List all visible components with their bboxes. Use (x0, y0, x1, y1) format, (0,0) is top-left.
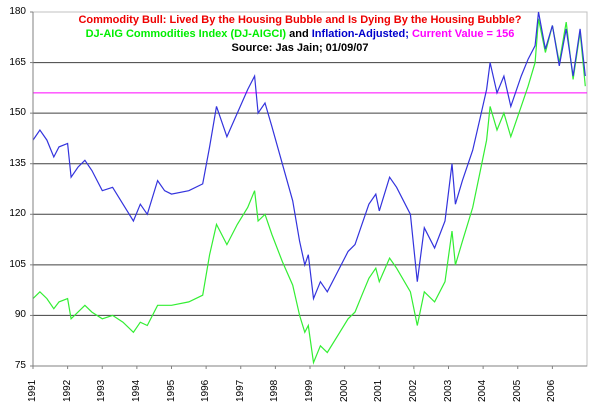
chart-source: Source: Jas Jain; 01/09/07 (231, 42, 369, 54)
x-tick-label: 2005 (511, 379, 523, 402)
y-tick-label: 180 (9, 6, 26, 17)
x-tick-label: 1995 (165, 379, 177, 402)
gridlines (32, 11, 588, 367)
series-line-dj-aigci (32, 11, 586, 301)
chart-title: Commodity Bull: Lived By the Housing Bub… (78, 14, 522, 26)
subtitle-part: and (286, 28, 312, 40)
x-tick-label: 1998 (269, 379, 281, 402)
x-tick-label: 2003 (442, 379, 454, 402)
x-tick-label: 1991 (27, 379, 38, 402)
y-tick-label: 120 (9, 208, 26, 220)
x-tick-label: 1999 (304, 379, 315, 402)
x-tick-label: 2001 (373, 379, 385, 402)
axes (30, 11, 587, 369)
y-tick-label: 135 (9, 157, 26, 169)
x-tick-label: 2000 (338, 379, 350, 402)
x-tick-label: 1996 (200, 379, 212, 402)
x-tick-label: 2006 (546, 379, 558, 402)
chart-subtitle: DJ-AIG Commodities Index (DJ-AIGCI) and … (0, 28, 600, 40)
y-tick-label: 105 (9, 258, 26, 270)
subtitle-part: Inflation-Adjusted; (311, 28, 409, 40)
y-tick-label: 90 (14, 309, 26, 321)
x-tick-label: 1997 (234, 379, 246, 402)
series-line-inflation-adjusted (32, 18, 586, 365)
subtitle-part: DJ-AIG Commodities Index (DJ-AIGCI) (85, 28, 287, 40)
x-tick-label: 2004 (477, 379, 489, 402)
y-tick-label: 150 (9, 107, 26, 119)
x-tick-label: 2002 (407, 379, 419, 402)
x-tick-label: 1994 (130, 379, 142, 402)
y-tick-label: 165 (9, 56, 26, 68)
x-tick-label: 1992 (61, 379, 73, 402)
x-tick-label: 1993 (96, 379, 108, 402)
y-tick-label: 75 (14, 360, 26, 371)
subtitle-part: Current Value = 156 (408, 28, 515, 40)
